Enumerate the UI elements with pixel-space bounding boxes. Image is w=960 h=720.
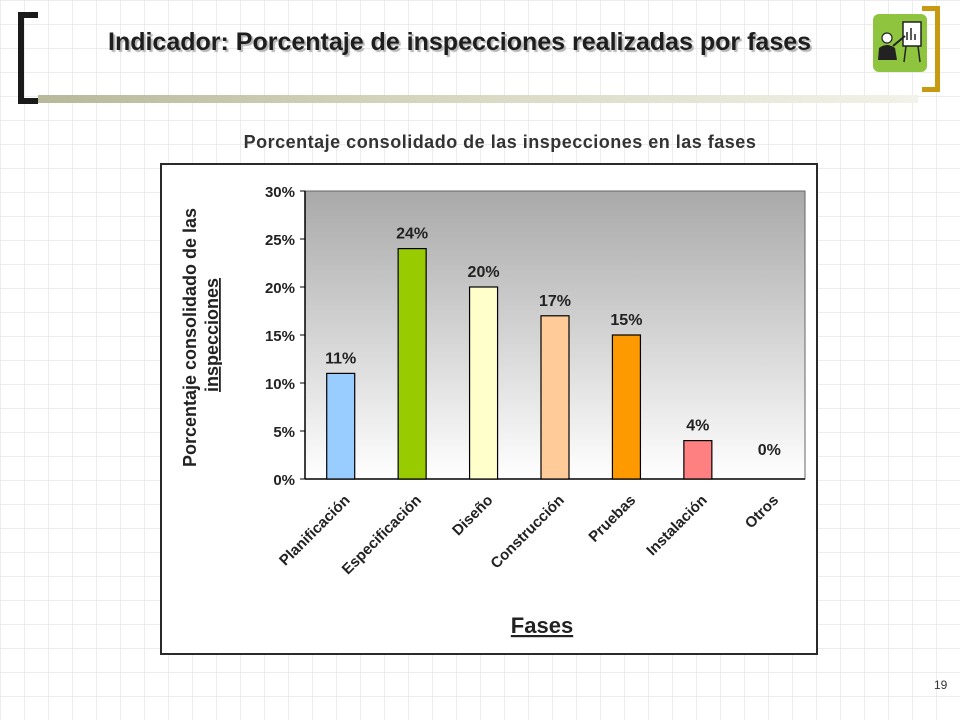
x-tick-label: Pruebas: [585, 492, 639, 546]
left-bracket-decoration: [18, 12, 38, 104]
presenter-chart-icon: [873, 14, 927, 72]
x-axis-label: Fases: [511, 613, 573, 638]
data-label: 20%: [468, 264, 500, 281]
y-tick-label: 25%: [265, 232, 295, 249]
data-label: 0%: [758, 442, 781, 459]
data-label: 11%: [325, 350, 356, 367]
bar: [468, 286, 499, 480]
y-tick-label: 5%: [273, 424, 295, 441]
right-bracket-decoration: [922, 6, 940, 92]
bar: [683, 440, 713, 480]
x-tick-label: Construcción: [487, 492, 567, 572]
data-label: 24%: [396, 226, 428, 243]
chart-title: Porcentaje consolidado de las inspeccion…: [243, 132, 757, 152]
data-label: 15%: [610, 312, 642, 329]
x-tick-label: Planificación: [276, 492, 353, 569]
bar: [540, 315, 570, 480]
page-number: 19: [934, 678, 948, 692]
bar: [611, 334, 642, 480]
bar: [326, 372, 356, 480]
y-tick-label: 0%: [273, 472, 295, 489]
data-label: 17%: [539, 293, 571, 310]
y-axis-label-line-2: inspecciones: [202, 278, 222, 392]
y-tick-label: 20%: [265, 280, 295, 297]
slide-title: Indicador: Porcentaje de inspecciones re…: [108, 28, 812, 56]
bar: [397, 247, 427, 480]
y-tick-label: 15%: [265, 328, 295, 345]
data-label: 4%: [686, 418, 709, 435]
x-tick-label: Instalación: [643, 492, 710, 559]
title-underline-rule: [38, 95, 918, 103]
y-axis-label: Porcentaje consolidado de las inspeccion…: [180, 203, 222, 467]
chart-frame: 0% 5% 10% 15% 20% 25% 30% 11% 24% 20% 17% 15% 4% 0% …: [160, 163, 818, 655]
x-tick-label: Diseño: [449, 492, 496, 539]
x-tick-label: Otros: [742, 492, 782, 532]
y-axis-label-line-1: Porcentaje consolidado de las: [180, 208, 200, 467]
bar-chart: 0%5%10%15%20%25%30% 11%24%20%17%15%4%0% …: [180, 184, 806, 638]
y-tick-label: 30%: [265, 184, 295, 201]
y-tick-label: 10%: [265, 376, 295, 393]
